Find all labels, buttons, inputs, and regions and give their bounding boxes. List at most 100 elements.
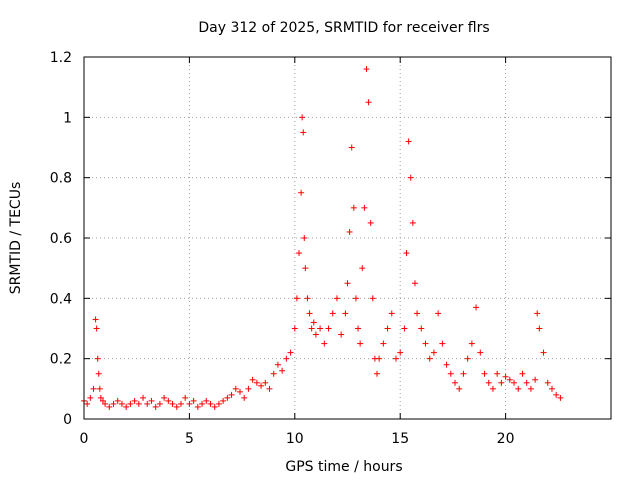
- data-point: [249, 376, 256, 383]
- data-point: [106, 403, 113, 410]
- data-point: [152, 403, 159, 410]
- data-point: [302, 265, 309, 272]
- data-point: [92, 316, 99, 323]
- data-point: [114, 397, 121, 404]
- data-point: [403, 250, 410, 257]
- data-point: [333, 295, 340, 302]
- data-point: [293, 295, 300, 302]
- data-point: [190, 397, 197, 404]
- data-point: [519, 370, 526, 377]
- data-point: [194, 403, 201, 410]
- data-point: [443, 361, 450, 368]
- data-point: [228, 391, 235, 398]
- data-point: [308, 325, 315, 332]
- data-point: [94, 355, 101, 362]
- data-point: [346, 228, 353, 235]
- data-point: [511, 379, 518, 386]
- data-point: [407, 174, 414, 181]
- chart-title: Day 312 of 2025, SRMTID for receiver flr…: [198, 20, 489, 36]
- data-point: [140, 394, 147, 401]
- data-point: [523, 379, 530, 386]
- data-point: [359, 265, 366, 272]
- data-point: [439, 340, 446, 347]
- grid-layer: [84, 57, 611, 419]
- data-point: [374, 370, 381, 377]
- data-point: [266, 385, 273, 392]
- data-point: [348, 144, 355, 151]
- data-point: [485, 379, 492, 386]
- data-point: [135, 400, 142, 407]
- data-point: [468, 340, 475, 347]
- data-point: [93, 325, 100, 332]
- data-point: [430, 349, 437, 356]
- data-point: [392, 355, 399, 362]
- data-point: [452, 379, 459, 386]
- data-point: [527, 385, 534, 392]
- x-axis-label: GPS time / hours: [285, 459, 402, 475]
- data-point: [355, 325, 362, 332]
- plot-frame: [83, 56, 612, 420]
- x-tick-label: 10: [286, 431, 304, 447]
- y-tick-label: 1: [63, 110, 72, 126]
- data-point: [110, 400, 117, 407]
- data-point: [123, 403, 130, 410]
- data-point: [502, 373, 509, 380]
- data-point: [203, 397, 210, 404]
- x-tick-label: 20: [497, 431, 515, 447]
- data-point: [367, 219, 374, 226]
- data-point: [301, 235, 308, 241]
- data-point: [553, 391, 560, 398]
- data-point: [287, 349, 294, 356]
- data-point: [532, 376, 539, 383]
- data-point: [414, 310, 421, 317]
- data-point: [199, 400, 206, 407]
- data-point: [350, 204, 357, 211]
- data-point: [173, 403, 180, 410]
- data-point: [127, 400, 134, 407]
- data-point: [409, 219, 416, 226]
- x-tick-label: 15: [391, 431, 409, 447]
- data-point: [540, 349, 547, 356]
- data-point: [90, 385, 97, 392]
- data-point: [426, 355, 433, 362]
- data-point: [548, 385, 555, 392]
- data-point: [338, 331, 345, 338]
- data-point: [232, 385, 239, 392]
- data-point: [182, 394, 189, 401]
- data-point: [118, 400, 125, 407]
- data-point: [494, 370, 501, 377]
- data-point: [211, 403, 218, 410]
- data-point: [144, 400, 151, 407]
- data-point: [481, 370, 488, 377]
- data-point: [84, 400, 91, 407]
- data-point: [357, 340, 364, 347]
- data-point: [258, 382, 265, 389]
- data-point: [312, 331, 319, 338]
- data-point: [99, 397, 106, 404]
- data-point: [300, 129, 307, 136]
- data-point: [456, 385, 463, 392]
- data-point: [380, 340, 387, 347]
- data-point: [536, 325, 543, 332]
- y-tick-label: 0.8: [50, 171, 72, 187]
- data-point: [435, 310, 442, 317]
- data-point: [241, 394, 248, 401]
- data-point: [165, 397, 172, 404]
- data-point: [306, 310, 313, 317]
- y-tick-label: 1.2: [50, 50, 72, 66]
- data-point: [304, 295, 311, 302]
- data-point: [363, 66, 370, 73]
- data-point: [95, 370, 102, 377]
- data-point: [87, 394, 94, 401]
- data-point: [384, 325, 391, 332]
- data-point: [544, 379, 551, 386]
- data-point: [131, 397, 138, 404]
- data-point: [224, 394, 231, 401]
- data-point: [291, 325, 298, 332]
- data-point: [169, 400, 176, 407]
- data-point: [156, 400, 163, 407]
- data-point: [236, 388, 243, 395]
- data-point: [310, 319, 317, 326]
- data-point: [489, 385, 496, 392]
